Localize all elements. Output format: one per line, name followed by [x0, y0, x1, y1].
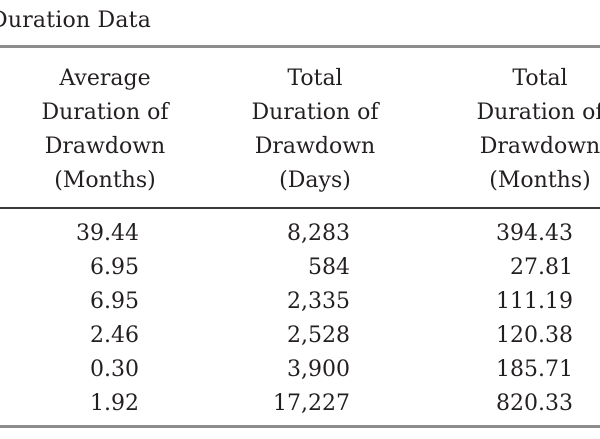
column-header-average-duration-months: Average Duration of Drawdown (Months) — [20, 62, 190, 198]
table-cell: 2,528 — [287, 323, 350, 348]
table-cell: 2.46 — [90, 323, 139, 348]
table-caption: Duration Data — [0, 8, 152, 33]
table-cell: 17,227 — [273, 391, 350, 416]
header-line: Drawdown — [254, 134, 376, 159]
table-cell: 39.44 — [76, 221, 139, 246]
table-cell: 394.43 — [496, 221, 573, 246]
table-cell: 820.33 — [496, 391, 573, 416]
header-line: Drawdown — [479, 134, 600, 159]
table-cell: 6.95 — [90, 289, 139, 314]
header-line: Total — [287, 66, 343, 91]
header-line: (Days) — [279, 168, 351, 193]
column-header-total-duration-months: Total Duration of Drawdown (Months) — [455, 62, 600, 198]
header-line: (Months) — [54, 168, 156, 193]
header-line: Duration of — [41, 100, 169, 125]
bottom-rule — [0, 425, 600, 428]
header-line: Total — [512, 66, 568, 91]
table-cell: 2,335 — [287, 289, 350, 314]
table-cell: 120.38 — [496, 323, 573, 348]
header-line: Duration of — [251, 100, 379, 125]
header-line: Drawdown — [44, 134, 166, 159]
table-cell: 8,283 — [287, 221, 350, 246]
table-cell: 6.95 — [90, 255, 139, 280]
top-rule — [0, 45, 600, 48]
table-cell: 111.19 — [496, 289, 573, 314]
table-cell: 27.81 — [510, 255, 573, 280]
table-cell: 0.30 — [90, 357, 139, 382]
table-cell: 185.71 — [496, 357, 573, 382]
table-cell: 1.92 — [90, 391, 139, 416]
header-line: (Months) — [489, 168, 591, 193]
table-cell: 3,900 — [287, 357, 350, 382]
header-rule — [0, 207, 600, 209]
header-line: Average — [59, 66, 151, 91]
table-cell: 584 — [308, 255, 350, 280]
column-header-total-duration-days: Total Duration of Drawdown (Days) — [230, 62, 400, 198]
header-line: Duration of — [476, 100, 600, 125]
